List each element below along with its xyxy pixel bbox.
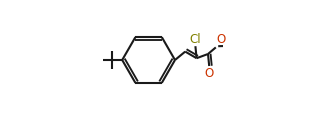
Text: Cl: Cl — [190, 33, 201, 46]
Text: O: O — [205, 67, 214, 80]
Text: O: O — [216, 33, 225, 46]
